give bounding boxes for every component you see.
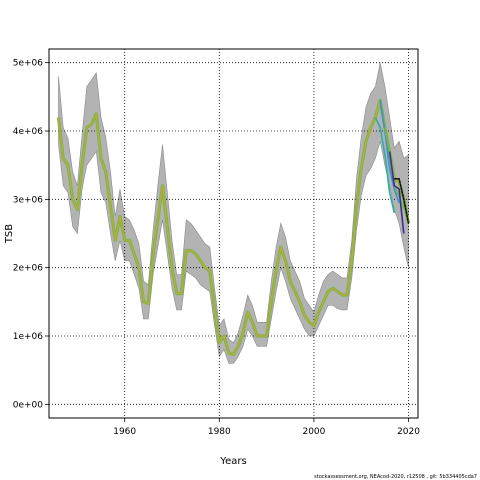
y-tick-label: 1e+06 xyxy=(13,332,44,342)
y-axis-label: TSB xyxy=(4,224,15,244)
terminal-dashed-line xyxy=(394,178,410,224)
y-tick-label: 2e+06 xyxy=(13,264,44,274)
main-series-line xyxy=(57,99,410,355)
x-tick-label: 1960 xyxy=(113,427,136,437)
x-tick-label: 1980 xyxy=(208,427,231,437)
y-tick-label: 4e+06 xyxy=(13,127,44,137)
retro-series-line xyxy=(379,100,400,204)
plot-frame xyxy=(48,48,419,419)
retro-series-line xyxy=(388,151,405,234)
x-tick-label: 2020 xyxy=(397,427,420,437)
retro-series-line xyxy=(374,116,396,214)
footer-text: stockassessment.org, NEAcod-2020, r12508… xyxy=(314,474,477,480)
y-tick-label: 5e+06 xyxy=(13,59,44,69)
confidence-band xyxy=(58,62,409,364)
x-axis-label: Years xyxy=(219,456,246,467)
x-tick-label: 2000 xyxy=(302,427,325,437)
y-tick-label: 3e+06 xyxy=(13,195,44,205)
y-tick-label: 0e+00 xyxy=(13,400,44,410)
